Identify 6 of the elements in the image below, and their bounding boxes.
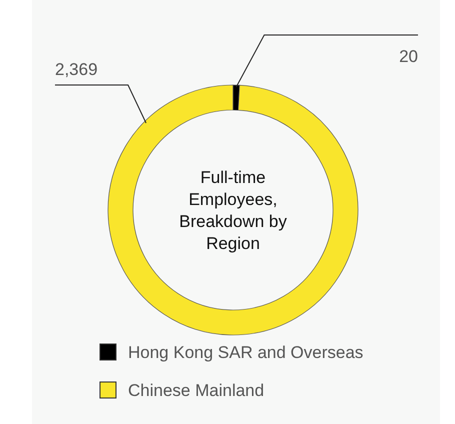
data-label: 2,369 bbox=[55, 60, 98, 79]
legend-label: Chinese Mainland bbox=[128, 381, 264, 400]
text: Full-time Employees, Breakdown by Region bbox=[179, 168, 288, 253]
legend-label: Hong Kong SAR and Overseas bbox=[128, 343, 364, 362]
data-label: 20 bbox=[399, 47, 418, 66]
donut-slice bbox=[108, 84, 358, 336]
